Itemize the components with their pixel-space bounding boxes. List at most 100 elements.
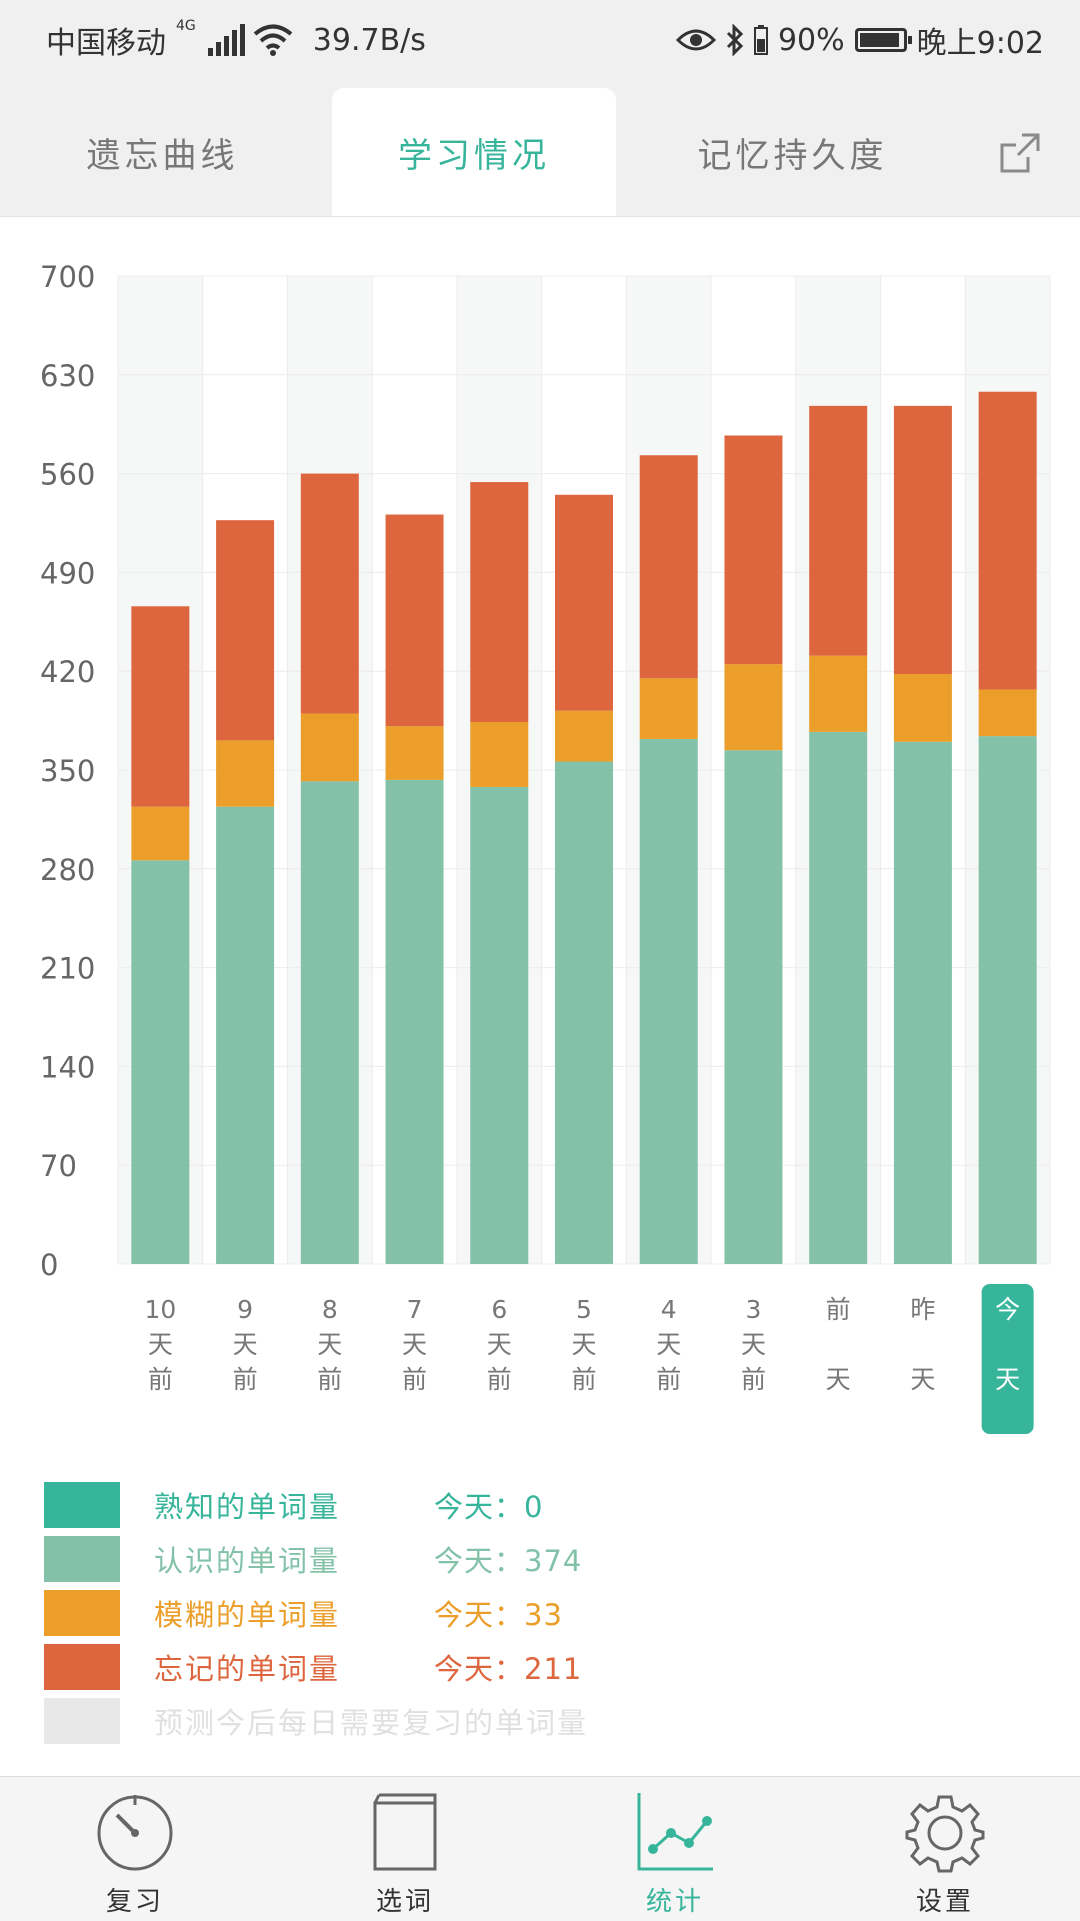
legend-item-known: 认识的单词量 今天：374 xyxy=(44,1532,1044,1586)
x-tick-label: 10 天前 xyxy=(144,1295,176,1394)
bar-segment xyxy=(639,678,698,739)
x-tick-label: 7 天前 xyxy=(402,1295,427,1394)
bar-segment xyxy=(470,786,529,1264)
y-tick-label: 630 xyxy=(40,359,95,393)
bar-segment xyxy=(385,514,444,727)
stopwatch-icon xyxy=(97,1795,173,1871)
y-tick-label: 140 xyxy=(40,1050,95,1084)
bar-segment xyxy=(385,726,444,780)
legend-swatch xyxy=(44,1482,120,1528)
bar-segment xyxy=(639,738,698,1264)
tab-learning-status[interactable]: 学习情况 xyxy=(332,88,616,216)
bar-segment xyxy=(216,520,275,741)
gear-icon xyxy=(905,1795,985,1873)
legend-swatch xyxy=(44,1698,120,1744)
bottom-navigation: 复习 选词 统计 设置 xyxy=(0,1776,1080,1921)
bar-segment xyxy=(470,722,529,787)
bar-segment xyxy=(555,761,613,1264)
nav-label: 复习 xyxy=(105,1887,164,1917)
legend-item-familiar: 熟知的单词量 今天：0 xyxy=(44,1478,1044,1532)
nav-statistics[interactable]: 统计 xyxy=(540,1777,810,1921)
book-icon xyxy=(373,1793,437,1871)
carrier-name: 中国移动 xyxy=(46,26,166,61)
legend-today-value: 今天：374 xyxy=(434,1544,583,1578)
line-chart-icon xyxy=(637,1793,713,1871)
stacked-bar-chart: 0 70 140 210 280 350 420 490 560 630 700 10 天前 9 天前 8 天前… xyxy=(40,260,1051,1434)
y-tick-label: 0 xyxy=(40,1248,58,1282)
tab-memory-durability[interactable]: 记忆持久度 xyxy=(697,135,888,176)
bar-segment xyxy=(809,655,868,732)
legend-label: 认识的单词量 xyxy=(154,1544,341,1578)
legend-label: 预测今后每日需要复习的单词量 xyxy=(154,1706,589,1740)
bluetooth-icon xyxy=(726,24,744,56)
bar-segment xyxy=(300,473,359,714)
bar-segment xyxy=(893,405,952,675)
y-tick-label: 210 xyxy=(40,952,95,986)
legend-label: 忘记的单词量 xyxy=(154,1652,341,1686)
battery-icon xyxy=(854,28,912,52)
y-tick-label: 280 xyxy=(40,853,95,887)
legend-swatch xyxy=(44,1644,120,1690)
tab-bar: 遗忘曲线 学习情况 记忆持久度 xyxy=(0,76,1080,217)
bar-segment xyxy=(724,435,783,665)
x-tick-label: 今天 xyxy=(995,1295,1020,1394)
bar-segment xyxy=(216,806,275,1264)
legend-today-value: 今天：33 xyxy=(434,1598,563,1632)
legend-label: 模糊的单词量 xyxy=(154,1598,341,1632)
x-tick-label: 8 天前 xyxy=(317,1295,342,1394)
bar-segment xyxy=(131,860,190,1264)
nav-label: 选词 xyxy=(375,1887,434,1917)
network-type: 4G xyxy=(176,18,196,34)
y-tick-label: 700 xyxy=(40,260,95,294)
y-tick-label: 420 xyxy=(40,655,95,689)
bar-segment xyxy=(216,740,275,807)
legend-label: 熟知的单词量 xyxy=(154,1490,341,1524)
bar-segment xyxy=(555,494,613,711)
legend-today-value: 今天：0 xyxy=(434,1490,544,1524)
legend-today-value: 今天：211 xyxy=(434,1652,583,1686)
legend-item-forecast: 预测今后每日需要复习的单词量 xyxy=(44,1694,1044,1748)
tab-forgetting-curve[interactable]: 遗忘曲线 xyxy=(86,135,239,176)
x-tick-label: 9 天前 xyxy=(233,1295,258,1394)
x-tick-label: 3 天前 xyxy=(741,1295,766,1394)
chart-legend: 熟知的单词量 今天：0 认识的单词量 今天：374 模糊的单词量 今天：33 忘… xyxy=(44,1478,1044,1748)
legend-swatch xyxy=(44,1536,120,1582)
nav-select-words[interactable]: 选词 xyxy=(270,1777,540,1921)
y-tick-label: 560 xyxy=(40,458,95,492)
wifi-icon xyxy=(253,24,293,56)
bar-segment xyxy=(978,689,1037,737)
bar-segment xyxy=(978,391,1037,690)
y-tick-label: 70 xyxy=(40,1149,77,1183)
share-icon[interactable] xyxy=(998,131,1042,175)
legend-item-forgotten: 忘记的单词量 今天：211 xyxy=(44,1640,1044,1694)
y-tick-label: 490 xyxy=(40,556,95,590)
bar-segment xyxy=(978,736,1037,1264)
y-tick-label: 350 xyxy=(40,754,95,788)
bar-segment xyxy=(893,674,952,742)
battery-percent: 90% xyxy=(777,22,845,58)
bar-segment xyxy=(300,713,359,782)
network-speed: 39.7B/s xyxy=(312,22,426,58)
bar-segment xyxy=(809,731,868,1264)
bar-segment xyxy=(893,741,952,1264)
x-tick-label: 前天 xyxy=(826,1295,851,1394)
bar-segment xyxy=(809,405,868,656)
x-tick-label: 昨天 xyxy=(910,1295,935,1394)
eye-icon xyxy=(675,29,716,51)
bar-segment xyxy=(385,779,444,1264)
bar-segment xyxy=(300,781,359,1264)
legend-swatch xyxy=(44,1590,120,1636)
bar-segment xyxy=(639,455,698,679)
battery-fill xyxy=(859,33,900,47)
nav-settings[interactable]: 设置 xyxy=(810,1777,1080,1921)
nav-label: 统计 xyxy=(645,1887,704,1917)
bar-segment xyxy=(131,806,190,861)
x-tick-label: 4 天前 xyxy=(656,1295,681,1394)
nav-review[interactable]: 复习 xyxy=(0,1777,270,1921)
legend-item-fuzzy: 模糊的单词量 今天：33 xyxy=(44,1586,1044,1640)
x-label-highlight xyxy=(981,1284,1034,1434)
bar-segment xyxy=(470,482,529,723)
nav-label: 设置 xyxy=(915,1887,974,1917)
bar-segment xyxy=(724,750,783,1264)
status-bar: 中国移动 4G 39.7B/s 90% 晚上9:02 xyxy=(0,0,1080,76)
